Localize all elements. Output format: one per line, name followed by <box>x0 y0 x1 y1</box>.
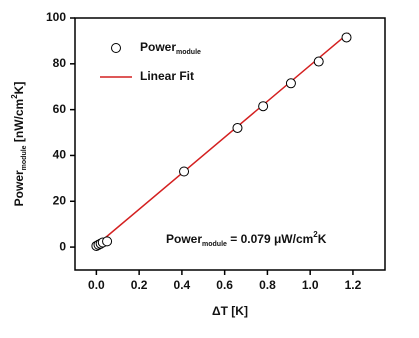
y-tick-label: 40 <box>53 148 67 162</box>
x-tick-label: 0.8 <box>259 278 276 292</box>
y-label-sup: 2 <box>10 94 19 99</box>
fit-line <box>95 32 350 246</box>
plot-frame <box>74 17 386 271</box>
x-tick-label: 1.2 <box>345 278 362 292</box>
data-point <box>285 78 296 89</box>
x-tick-label: 0.6 <box>216 278 233 292</box>
legend-label: Linear Fit <box>140 69 194 83</box>
x-axis-label: ΔT [K] <box>212 304 248 318</box>
y-label-sub: module <box>21 145 28 170</box>
annotation-part: = 0.079 μW/cm <box>227 232 313 246</box>
annotation-part: K <box>318 232 327 246</box>
y-tick-label: 100 <box>46 10 66 24</box>
y-tick-label: 20 <box>53 193 67 207</box>
legend-marker <box>111 43 121 53</box>
legend-name-sub: module <box>176 49 201 56</box>
y-label-part: [nW/cm <box>12 99 26 146</box>
y-tick-label: 80 <box>53 56 67 70</box>
y-tick-label: 60 <box>53 102 67 116</box>
data-point <box>341 32 352 43</box>
data-point <box>258 101 269 112</box>
x-tick-label: 0.0 <box>88 278 105 292</box>
x-tick-label: 1.0 <box>302 278 319 292</box>
data-point <box>232 122 243 133</box>
annotation-part: Power <box>166 232 202 246</box>
x-tick-label: 0.2 <box>131 278 148 292</box>
data-point <box>313 56 324 67</box>
annotation-sup: 2 <box>313 230 318 239</box>
y-label-part: Power <box>12 170 26 206</box>
annotation: Powermodule = 0.079 μW/cm2K <box>166 230 327 248</box>
data-point <box>102 236 113 247</box>
y-label-part: K] <box>12 82 26 95</box>
y-axis-label: Powermodule [nW/cm2K] <box>10 82 28 207</box>
annotation-sub: module <box>202 241 227 248</box>
y-tick-label: 0 <box>59 239 66 253</box>
legend-name: Power <box>140 40 176 54</box>
x-tick-label: 0.4 <box>174 278 191 292</box>
data-point <box>179 166 190 177</box>
legend-label: Powermodule <box>140 40 201 56</box>
